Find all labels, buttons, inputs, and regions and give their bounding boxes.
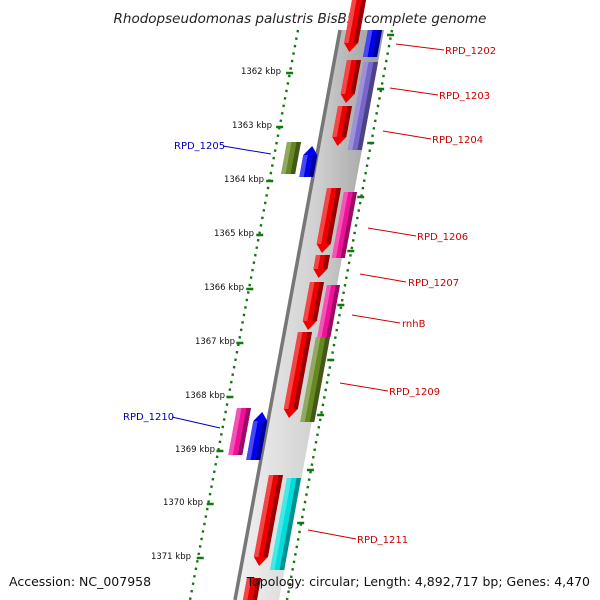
gene-arrow-pink-2 <box>317 285 340 337</box>
gene-label-rpd-1206: RPD_1206 <box>417 232 468 243</box>
backbone-line <box>233 29 342 600</box>
gene-arrow-olive-2 <box>281 142 301 174</box>
gene-label-rpd-1203: RPD_1203 <box>439 91 490 102</box>
forward-track-dots <box>285 29 394 600</box>
reverse-genes <box>228 142 318 460</box>
kbp-label-1370: 1370 kbp <box>163 498 203 508</box>
kbp-label-1364: 1364 kbp <box>224 175 264 185</box>
genome-info-label: Topology: circular; Length: 4,892,717 bp… <box>246 574 590 589</box>
gene-label-rpd-1210: RPD_1210 <box>123 412 174 423</box>
gene-arrow-red-4 <box>316 188 341 253</box>
kbp-label-1366: 1366 kbp <box>204 283 244 293</box>
gene-arrow-red-9 <box>242 578 261 600</box>
gene-label-rpd-1204: RPD_1204 <box>432 135 483 146</box>
gene-arrow-red-3 <box>332 106 352 146</box>
gene-label-rpd-1202: RPD_1202 <box>445 46 496 57</box>
gene-arrow-red-5 <box>313 255 330 278</box>
kbp-label-1362: 1362 kbp <box>241 67 281 77</box>
gene-arrow-blue-1 <box>363 30 382 57</box>
map-title: Rhodopseudomonas palustris BisB5, comple… <box>114 11 487 27</box>
kbp-label-1371: 1371 kbp <box>151 552 191 562</box>
gene-label-rpd-1211: RPD_1211 <box>357 535 408 546</box>
forward-genes <box>242 0 382 600</box>
kbp-label-1363: 1363 kbp <box>232 121 272 131</box>
gene-arrow-cyan-1 <box>270 478 301 570</box>
gene-arrow-red-7 <box>283 332 312 418</box>
kbp-label-1367: 1367 kbp <box>195 337 235 347</box>
gene-label-rnhb: rnhB <box>402 319 426 330</box>
kbp-label-1368: 1368 kbp <box>185 391 225 401</box>
gene-label-leaders <box>171 43 445 540</box>
gene-arrow-red-1 <box>344 0 366 52</box>
gene-arrow-olive-1 <box>300 337 330 422</box>
gene-arrow-pink-1 <box>331 192 357 258</box>
gene-label-rpd-1209: RPD_1209 <box>389 387 440 398</box>
kbp-label-1369: 1369 kbp <box>175 445 215 455</box>
gene-arrow-pink-3 <box>228 408 251 455</box>
gene-label-rpd-1207: RPD_1207 <box>408 278 459 289</box>
gene-arrow-blue-2 <box>299 146 318 177</box>
gene-arrow-red-6 <box>302 282 324 330</box>
gene-label-rpd-1205: RPD_1205 <box>174 141 225 152</box>
kbp-label-1365: 1365 kbp <box>214 229 254 239</box>
gene-arrow-red-8 <box>253 475 283 566</box>
gene-arrow-red-2 <box>340 60 361 103</box>
accession-label: Accession: NC_007958 <box>9 574 151 589</box>
gene-arrow-lavender-1 <box>347 62 378 150</box>
reverse-track-dots <box>188 29 300 600</box>
gene-arrow-blue-3 <box>246 412 268 460</box>
kbp-ticks <box>196 33 395 560</box>
